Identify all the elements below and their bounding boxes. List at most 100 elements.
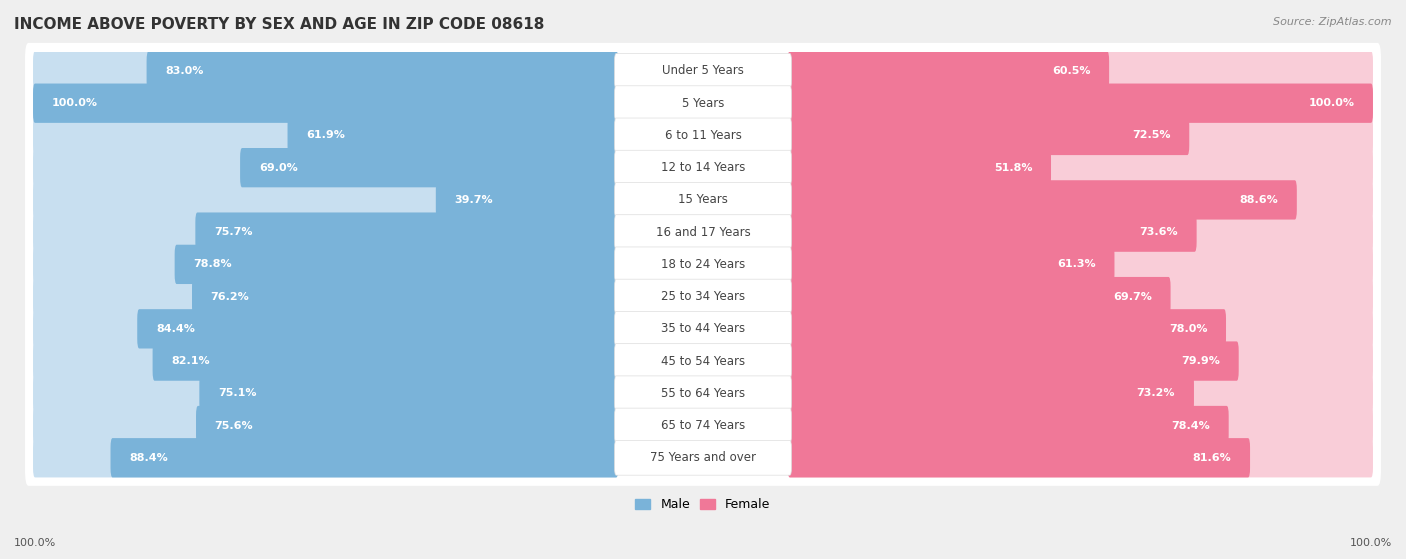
FancyBboxPatch shape bbox=[32, 212, 619, 252]
FancyBboxPatch shape bbox=[25, 140, 1381, 196]
FancyBboxPatch shape bbox=[195, 406, 619, 445]
FancyBboxPatch shape bbox=[614, 54, 792, 88]
Text: 72.5%: 72.5% bbox=[1132, 130, 1171, 140]
FancyBboxPatch shape bbox=[787, 438, 1250, 477]
FancyBboxPatch shape bbox=[32, 309, 619, 348]
FancyBboxPatch shape bbox=[32, 148, 619, 187]
FancyBboxPatch shape bbox=[32, 277, 619, 316]
FancyBboxPatch shape bbox=[32, 438, 619, 477]
Text: 35 to 44 Years: 35 to 44 Years bbox=[661, 323, 745, 335]
FancyBboxPatch shape bbox=[32, 116, 619, 155]
Text: Source: ZipAtlas.com: Source: ZipAtlas.com bbox=[1274, 17, 1392, 27]
FancyBboxPatch shape bbox=[787, 438, 1374, 477]
FancyBboxPatch shape bbox=[32, 83, 619, 123]
FancyBboxPatch shape bbox=[614, 311, 792, 346]
FancyBboxPatch shape bbox=[193, 277, 619, 316]
FancyBboxPatch shape bbox=[25, 236, 1381, 292]
FancyBboxPatch shape bbox=[787, 212, 1197, 252]
Text: 75.1%: 75.1% bbox=[218, 389, 256, 399]
FancyBboxPatch shape bbox=[614, 86, 792, 121]
FancyBboxPatch shape bbox=[787, 51, 1109, 91]
FancyBboxPatch shape bbox=[32, 245, 619, 284]
FancyBboxPatch shape bbox=[614, 408, 792, 443]
FancyBboxPatch shape bbox=[787, 277, 1171, 316]
Text: 75.7%: 75.7% bbox=[214, 227, 253, 237]
FancyBboxPatch shape bbox=[787, 116, 1189, 155]
FancyBboxPatch shape bbox=[25, 172, 1381, 228]
Text: 51.8%: 51.8% bbox=[994, 163, 1032, 173]
Text: 15 Years: 15 Years bbox=[678, 193, 728, 206]
FancyBboxPatch shape bbox=[614, 376, 792, 411]
FancyBboxPatch shape bbox=[787, 406, 1374, 445]
Text: 69.0%: 69.0% bbox=[259, 163, 298, 173]
FancyBboxPatch shape bbox=[25, 397, 1381, 453]
FancyBboxPatch shape bbox=[614, 150, 792, 185]
Text: 45 to 54 Years: 45 to 54 Years bbox=[661, 354, 745, 368]
FancyBboxPatch shape bbox=[200, 373, 619, 413]
Text: 83.0%: 83.0% bbox=[166, 66, 204, 76]
FancyBboxPatch shape bbox=[32, 180, 619, 220]
Text: 73.2%: 73.2% bbox=[1136, 389, 1175, 399]
FancyBboxPatch shape bbox=[787, 245, 1115, 284]
FancyBboxPatch shape bbox=[25, 333, 1381, 389]
FancyBboxPatch shape bbox=[787, 148, 1374, 187]
FancyBboxPatch shape bbox=[787, 342, 1239, 381]
Text: 75 Years and over: 75 Years and over bbox=[650, 451, 756, 465]
FancyBboxPatch shape bbox=[787, 180, 1374, 220]
FancyBboxPatch shape bbox=[138, 309, 619, 348]
Text: 73.6%: 73.6% bbox=[1139, 227, 1178, 237]
Text: 61.9%: 61.9% bbox=[307, 130, 344, 140]
FancyBboxPatch shape bbox=[787, 148, 1052, 187]
FancyBboxPatch shape bbox=[25, 75, 1381, 131]
FancyBboxPatch shape bbox=[111, 438, 619, 477]
Text: 16 and 17 Years: 16 and 17 Years bbox=[655, 226, 751, 239]
FancyBboxPatch shape bbox=[288, 116, 619, 155]
Text: 55 to 64 Years: 55 to 64 Years bbox=[661, 387, 745, 400]
FancyBboxPatch shape bbox=[25, 204, 1381, 260]
FancyBboxPatch shape bbox=[25, 107, 1381, 163]
Text: 25 to 34 Years: 25 to 34 Years bbox=[661, 290, 745, 303]
FancyBboxPatch shape bbox=[614, 182, 792, 217]
Text: 76.2%: 76.2% bbox=[211, 292, 249, 302]
FancyBboxPatch shape bbox=[25, 43, 1381, 99]
FancyBboxPatch shape bbox=[174, 245, 619, 284]
FancyBboxPatch shape bbox=[614, 344, 792, 378]
FancyBboxPatch shape bbox=[787, 342, 1374, 381]
Text: 5 Years: 5 Years bbox=[682, 97, 724, 110]
Text: 60.5%: 60.5% bbox=[1052, 66, 1091, 76]
Text: 100.0%: 100.0% bbox=[1350, 538, 1392, 548]
Text: 88.4%: 88.4% bbox=[129, 453, 167, 463]
Text: 81.6%: 81.6% bbox=[1192, 453, 1232, 463]
Text: Under 5 Years: Under 5 Years bbox=[662, 64, 744, 78]
FancyBboxPatch shape bbox=[146, 51, 619, 91]
Text: 69.7%: 69.7% bbox=[1114, 292, 1152, 302]
Text: 79.9%: 79.9% bbox=[1181, 356, 1220, 366]
FancyBboxPatch shape bbox=[25, 365, 1381, 421]
FancyBboxPatch shape bbox=[787, 212, 1374, 252]
Text: 75.6%: 75.6% bbox=[215, 420, 253, 430]
Text: 18 to 24 Years: 18 to 24 Years bbox=[661, 258, 745, 271]
Text: 78.8%: 78.8% bbox=[194, 259, 232, 269]
FancyBboxPatch shape bbox=[787, 406, 1229, 445]
FancyBboxPatch shape bbox=[32, 373, 619, 413]
FancyBboxPatch shape bbox=[787, 116, 1374, 155]
Text: 78.0%: 78.0% bbox=[1168, 324, 1208, 334]
FancyBboxPatch shape bbox=[25, 430, 1381, 486]
Text: 61.3%: 61.3% bbox=[1057, 259, 1095, 269]
FancyBboxPatch shape bbox=[25, 268, 1381, 325]
FancyBboxPatch shape bbox=[614, 279, 792, 314]
Text: 12 to 14 Years: 12 to 14 Years bbox=[661, 161, 745, 174]
Text: 65 to 74 Years: 65 to 74 Years bbox=[661, 419, 745, 432]
Text: 88.6%: 88.6% bbox=[1239, 195, 1278, 205]
FancyBboxPatch shape bbox=[787, 373, 1374, 413]
FancyBboxPatch shape bbox=[787, 373, 1194, 413]
FancyBboxPatch shape bbox=[436, 180, 619, 220]
Legend: Male, Female: Male, Female bbox=[630, 493, 776, 516]
Text: 100.0%: 100.0% bbox=[14, 538, 56, 548]
Text: 100.0%: 100.0% bbox=[52, 98, 98, 108]
Text: 100.0%: 100.0% bbox=[1308, 98, 1354, 108]
FancyBboxPatch shape bbox=[787, 180, 1296, 220]
FancyBboxPatch shape bbox=[787, 83, 1374, 123]
FancyBboxPatch shape bbox=[787, 309, 1374, 348]
FancyBboxPatch shape bbox=[614, 118, 792, 153]
